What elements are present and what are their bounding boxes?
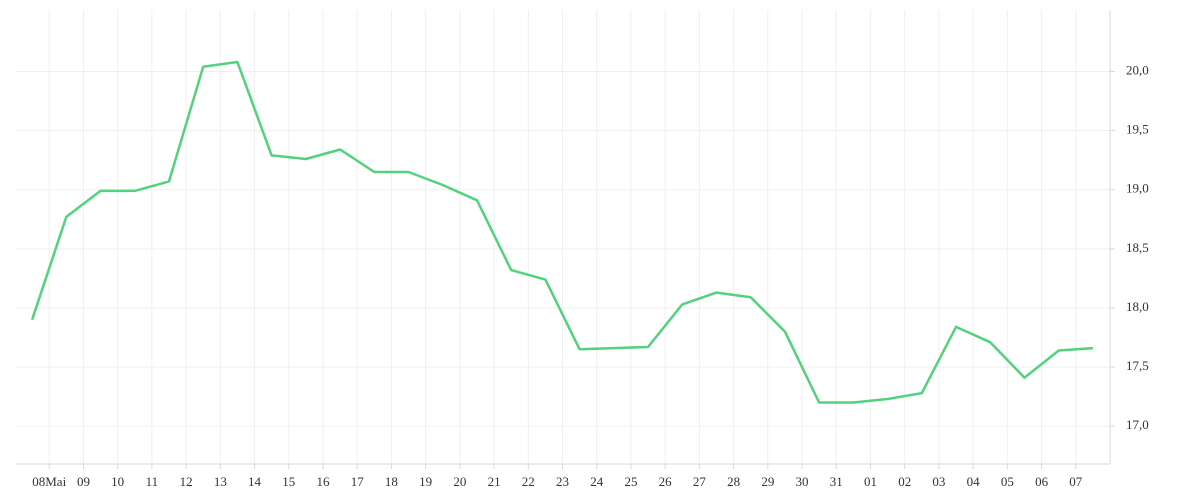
x-tick-label: 24 [590, 474, 604, 489]
x-tick-label: 08Mai [32, 474, 66, 489]
x-tick-label: 29 [761, 474, 774, 489]
y-tick-label: 20,0 [1126, 62, 1149, 77]
y-tick-label: 17,0 [1126, 417, 1149, 432]
x-tick-label: 03 [932, 474, 945, 489]
x-tick-label: 13 [214, 474, 227, 489]
y-tick-label: 19,0 [1126, 181, 1149, 196]
x-tick-label: 20 [453, 474, 466, 489]
y-tick-label: 18,0 [1126, 299, 1149, 314]
x-tick-label: 23 [556, 474, 569, 489]
y-tick-label: 18,5 [1126, 240, 1149, 255]
x-tick-label: 31 [830, 474, 843, 489]
x-tick-label: 16 [316, 474, 330, 489]
x-tick-label: 09 [77, 474, 90, 489]
x-tick-label: 10 [111, 474, 124, 489]
x-tick-label: 12 [180, 474, 193, 489]
x-tick-label: 02 [898, 474, 911, 489]
x-tick-label: 30 [796, 474, 809, 489]
y-tick-label: 19,5 [1126, 122, 1149, 137]
x-tick-label: 19 [419, 474, 432, 489]
x-tick-label: 11 [146, 474, 159, 489]
x-tick-label: 06 [1035, 474, 1049, 489]
x-tick-label: 18 [385, 474, 398, 489]
x-tick-label: 17 [351, 474, 365, 489]
x-tick-label: 25 [624, 474, 637, 489]
data-line [30, 60, 1093, 404]
x-tick-label: 05 [1001, 474, 1014, 489]
y-tick-label: 17,5 [1126, 358, 1149, 373]
plot [30, 60, 1093, 404]
x-tick-label: 26 [659, 474, 673, 489]
x-tick-label: 01 [864, 474, 877, 489]
x-tick-label: 21 [488, 474, 501, 489]
x-tick-label: 15 [282, 474, 295, 489]
x-tick-label: 07 [1069, 474, 1083, 489]
x-tick-label: 22 [522, 474, 535, 489]
x-tick-label: 14 [248, 474, 262, 489]
x-tick-label: 04 [967, 474, 981, 489]
grid [15, 10, 1115, 469]
x-tick-label: 28 [727, 474, 740, 489]
x-tick-label: 27 [693, 474, 707, 489]
